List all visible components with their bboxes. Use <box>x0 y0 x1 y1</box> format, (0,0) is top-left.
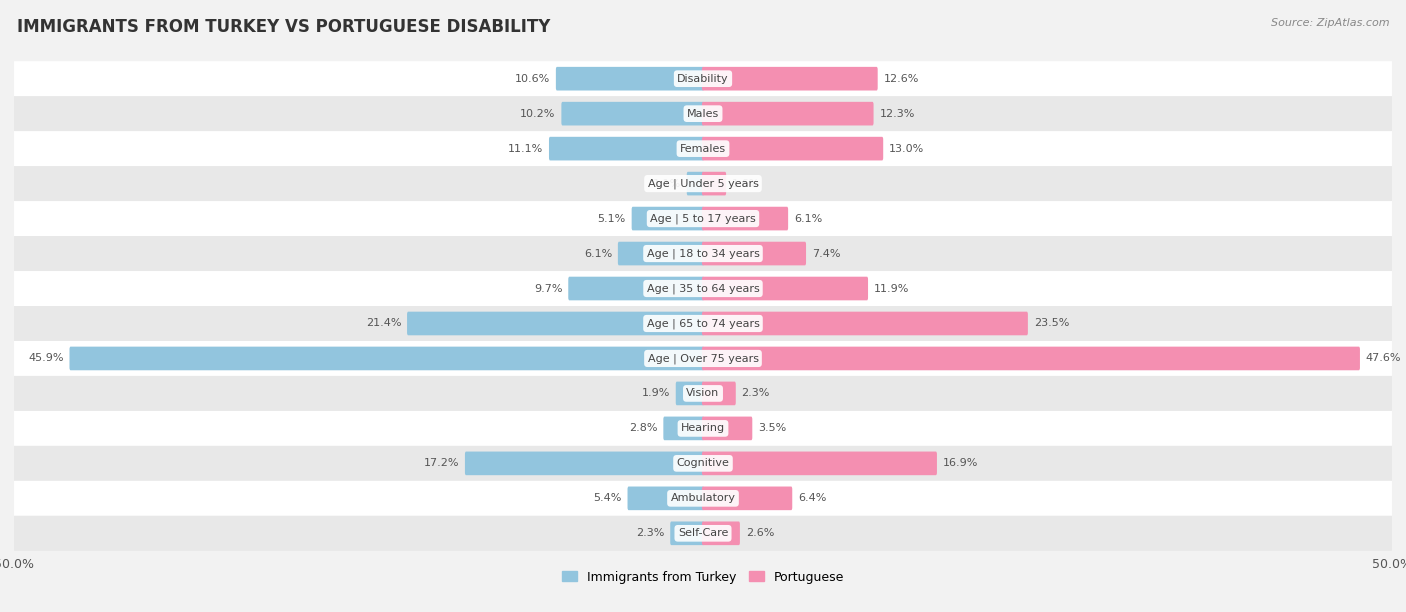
FancyBboxPatch shape <box>14 271 1392 306</box>
FancyBboxPatch shape <box>14 306 1392 341</box>
Legend: Immigrants from Turkey, Portuguese: Immigrants from Turkey, Portuguese <box>557 565 849 589</box>
Text: 5.1%: 5.1% <box>598 214 626 223</box>
FancyBboxPatch shape <box>408 312 704 335</box>
Text: 45.9%: 45.9% <box>28 354 63 364</box>
FancyBboxPatch shape <box>702 452 936 475</box>
Text: Males: Males <box>688 109 718 119</box>
Text: 5.4%: 5.4% <box>593 493 621 503</box>
Text: Disability: Disability <box>678 73 728 84</box>
FancyBboxPatch shape <box>617 242 704 266</box>
FancyBboxPatch shape <box>14 61 1392 96</box>
Text: Age | Over 75 years: Age | Over 75 years <box>648 353 758 364</box>
FancyBboxPatch shape <box>14 236 1392 271</box>
Text: 11.9%: 11.9% <box>875 283 910 294</box>
FancyBboxPatch shape <box>702 277 868 300</box>
Text: 7.4%: 7.4% <box>811 248 841 258</box>
Text: 6.1%: 6.1% <box>583 248 612 258</box>
FancyBboxPatch shape <box>686 172 704 195</box>
Text: 21.4%: 21.4% <box>366 318 401 329</box>
FancyBboxPatch shape <box>69 346 704 370</box>
FancyBboxPatch shape <box>702 521 740 545</box>
FancyBboxPatch shape <box>14 131 1392 166</box>
FancyBboxPatch shape <box>14 376 1392 411</box>
FancyBboxPatch shape <box>671 521 704 545</box>
FancyBboxPatch shape <box>627 487 704 510</box>
Text: 1.6%: 1.6% <box>733 179 761 188</box>
Text: Age | 5 to 17 years: Age | 5 to 17 years <box>650 214 756 224</box>
FancyBboxPatch shape <box>702 102 873 125</box>
Text: Source: ZipAtlas.com: Source: ZipAtlas.com <box>1271 18 1389 28</box>
Text: 10.2%: 10.2% <box>520 109 555 119</box>
Text: 2.3%: 2.3% <box>741 389 770 398</box>
FancyBboxPatch shape <box>568 277 704 300</box>
Text: Age | 65 to 74 years: Age | 65 to 74 years <box>647 318 759 329</box>
FancyBboxPatch shape <box>702 487 792 510</box>
FancyBboxPatch shape <box>702 242 806 266</box>
FancyBboxPatch shape <box>465 452 704 475</box>
FancyBboxPatch shape <box>14 446 1392 481</box>
Text: Self-Care: Self-Care <box>678 528 728 539</box>
FancyBboxPatch shape <box>702 137 883 160</box>
Text: 2.6%: 2.6% <box>745 528 775 539</box>
FancyBboxPatch shape <box>14 201 1392 236</box>
FancyBboxPatch shape <box>561 102 704 125</box>
FancyBboxPatch shape <box>548 137 704 160</box>
Text: Females: Females <box>681 144 725 154</box>
Text: Age | 18 to 34 years: Age | 18 to 34 years <box>647 248 759 259</box>
FancyBboxPatch shape <box>702 67 877 91</box>
FancyBboxPatch shape <box>14 341 1392 376</box>
FancyBboxPatch shape <box>702 207 789 230</box>
Text: 17.2%: 17.2% <box>423 458 460 468</box>
Text: 2.8%: 2.8% <box>628 424 658 433</box>
Text: IMMIGRANTS FROM TURKEY VS PORTUGUESE DISABILITY: IMMIGRANTS FROM TURKEY VS PORTUGUESE DIS… <box>17 18 550 36</box>
Text: 16.9%: 16.9% <box>943 458 979 468</box>
FancyBboxPatch shape <box>14 516 1392 551</box>
FancyBboxPatch shape <box>702 172 725 195</box>
FancyBboxPatch shape <box>14 96 1392 131</box>
Text: Age | Under 5 years: Age | Under 5 years <box>648 178 758 189</box>
Text: 9.7%: 9.7% <box>534 283 562 294</box>
Text: 1.1%: 1.1% <box>652 179 681 188</box>
Text: 12.3%: 12.3% <box>879 109 915 119</box>
Text: 23.5%: 23.5% <box>1033 318 1069 329</box>
FancyBboxPatch shape <box>676 382 704 405</box>
FancyBboxPatch shape <box>631 207 704 230</box>
Text: 10.6%: 10.6% <box>515 73 550 84</box>
FancyBboxPatch shape <box>702 417 752 440</box>
FancyBboxPatch shape <box>664 417 704 440</box>
FancyBboxPatch shape <box>555 67 704 91</box>
FancyBboxPatch shape <box>702 382 735 405</box>
Text: Cognitive: Cognitive <box>676 458 730 468</box>
Text: 1.9%: 1.9% <box>641 389 669 398</box>
Text: 6.1%: 6.1% <box>794 214 823 223</box>
Text: 11.1%: 11.1% <box>508 144 543 154</box>
FancyBboxPatch shape <box>702 312 1028 335</box>
Text: 13.0%: 13.0% <box>889 144 924 154</box>
FancyBboxPatch shape <box>14 411 1392 446</box>
FancyBboxPatch shape <box>14 166 1392 201</box>
Text: Vision: Vision <box>686 389 720 398</box>
FancyBboxPatch shape <box>14 481 1392 516</box>
Text: 47.6%: 47.6% <box>1365 354 1402 364</box>
Text: Age | 35 to 64 years: Age | 35 to 64 years <box>647 283 759 294</box>
Text: 12.6%: 12.6% <box>883 73 920 84</box>
Text: 3.5%: 3.5% <box>758 424 786 433</box>
Text: 6.4%: 6.4% <box>799 493 827 503</box>
Text: Hearing: Hearing <box>681 424 725 433</box>
Text: 2.3%: 2.3% <box>636 528 665 539</box>
FancyBboxPatch shape <box>702 346 1360 370</box>
Text: Ambulatory: Ambulatory <box>671 493 735 503</box>
